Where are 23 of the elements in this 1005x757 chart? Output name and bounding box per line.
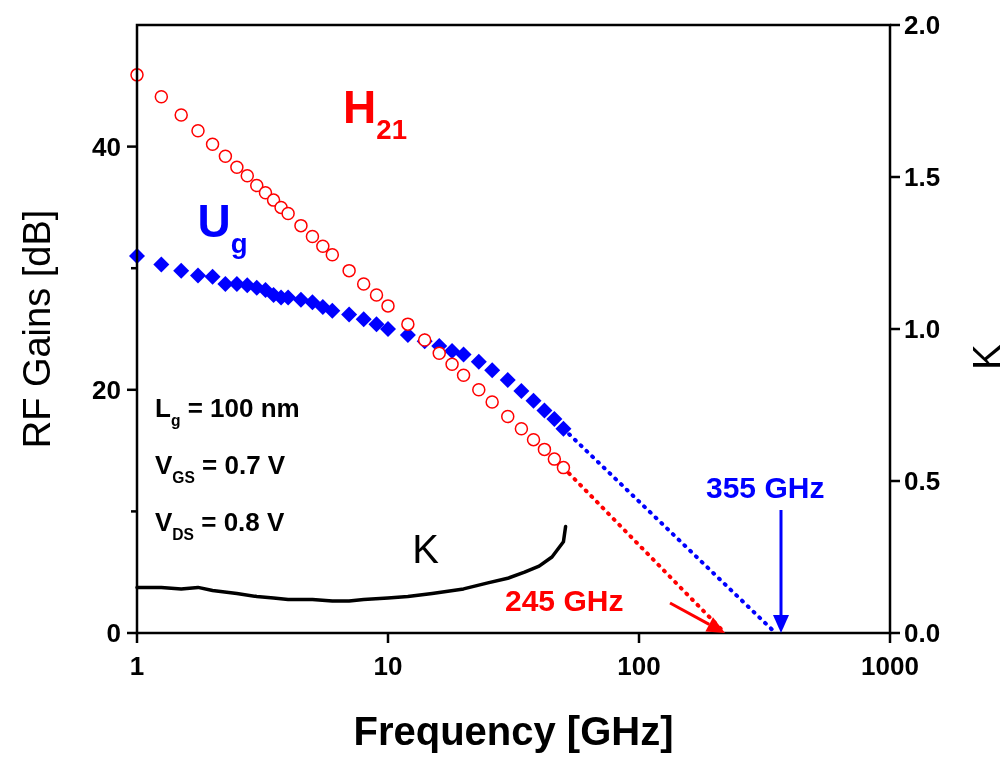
y2-tick-label: 0.5 [904,466,941,496]
x-tick-label: 100 [617,651,661,681]
y2-tick-label: 0.0 [904,618,941,648]
series-label: K [412,527,440,572]
y-axis-title: RF Gains [dB] [16,209,58,449]
series-label: H$_{21}$ [343,81,408,145]
x-tick-label: 10 [373,651,403,681]
annotation: V$_{GS}$ = 0.7 V [155,450,286,486]
x-tick-label: 1000 [861,651,919,681]
y2-tick-label: 1.5 [904,162,941,192]
y-tick-label: 40 [92,131,121,162]
y-tick-label: 20 [92,374,121,405]
x-axis-title: Frequency [GHz] [353,709,674,753]
series-label: U$_{g}$ [197,194,248,259]
y2-tick-label: 2.0 [904,10,941,40]
x-tick-label: 1 [129,651,145,681]
annotation: V$_{DS}$ = 0.8 V [155,507,286,543]
y2-axis-title: K [966,344,1005,370]
annotation: L$_{g}$ = 100 nm [155,393,300,429]
y-tick-label: 0 [106,618,121,648]
annotation: 245 GHz [505,584,624,617]
y2-tick-label: 1.0 [904,314,941,344]
annotation: 355 GHz [706,471,825,504]
